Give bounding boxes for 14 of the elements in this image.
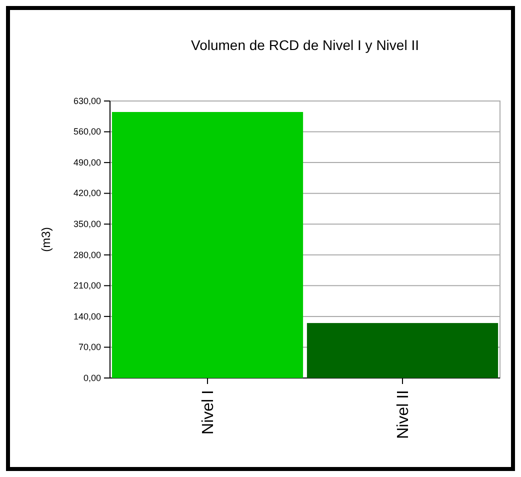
chart-title: Volumen de RCD de Nivel I y Nivel II bbox=[191, 37, 419, 53]
x-tick-label: Nivel I bbox=[200, 390, 218, 434]
y-tick-label: 490,00 bbox=[73, 157, 101, 168]
y-tick-label: 350,00 bbox=[73, 218, 101, 229]
y-tick-label: 210,00 bbox=[73, 280, 101, 291]
y-tick-label: 560,00 bbox=[73, 126, 101, 137]
y-tick-label: 0,00 bbox=[83, 372, 101, 383]
x-tick-label: Nivel II bbox=[395, 390, 412, 439]
y-axis-title: (m3) bbox=[39, 227, 53, 252]
y-tick-label: 140,00 bbox=[73, 311, 101, 322]
y-tick-label: 420,00 bbox=[73, 188, 101, 198]
y-tick-label: 280,00 bbox=[73, 250, 101, 260]
y-tick-label: 630,00 bbox=[73, 96, 101, 106]
y-tick-label: 70,00 bbox=[78, 342, 101, 352]
